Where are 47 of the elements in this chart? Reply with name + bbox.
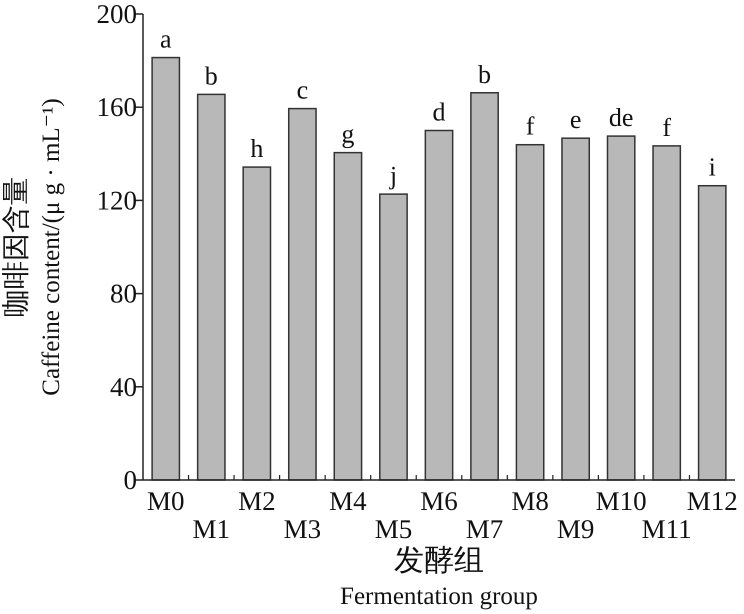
bar	[470, 92, 499, 481]
annotation: d	[432, 98, 446, 126]
annotation: h	[250, 134, 264, 164]
x-axis-title: 发酵组 Fermentation group	[340, 544, 538, 610]
annotation: f	[526, 112, 535, 141]
x-tick-label: M9	[556, 514, 594, 544]
x-tick-label: M1	[192, 514, 230, 544]
x-tick-label: M4	[329, 486, 368, 516]
x-tick-label: M2	[238, 486, 276, 516]
annotation: a	[160, 24, 172, 54]
y-tick-label: 40	[110, 372, 137, 402]
x-tick-label: M8	[511, 486, 549, 516]
bar	[379, 193, 408, 481]
y-tick-label: 200	[96, 0, 137, 29]
x-tick-label: M3	[284, 514, 322, 544]
annotation: c	[296, 76, 308, 105]
bar	[698, 184, 727, 481]
y-tick-label: 160	[96, 92, 137, 122]
y-tick-label: 80	[110, 278, 137, 309]
x-tick-label: M0	[147, 486, 185, 516]
y-tick-label: 120	[96, 185, 137, 216]
bar	[561, 137, 590, 481]
x-tick-label: M6	[420, 486, 458, 516]
annotation: e	[570, 105, 582, 134]
bar	[288, 108, 317, 481]
bar	[196, 94, 226, 481]
annotation: g	[341, 120, 354, 149]
bar	[424, 130, 454, 481]
annotation: j	[388, 161, 398, 190]
x-tick-label: M7	[466, 514, 504, 544]
x-tick-label: M5	[374, 514, 412, 544]
bar	[652, 145, 682, 481]
annotation: f	[662, 112, 672, 142]
x-tick-label: M11	[642, 514, 692, 544]
y-axis-title: 咖啡因含量 Caffeine content/(μ g · mL⁻¹)	[1, 98, 65, 396]
y-tick-label: 0	[124, 465, 137, 495]
bar	[242, 166, 272, 481]
bar	[334, 152, 362, 481]
annotation: i	[708, 152, 716, 182]
bar	[151, 56, 180, 481]
x-tick-label: M10	[596, 486, 647, 516]
bar	[516, 144, 544, 481]
bar	[606, 135, 636, 481]
annotation: de	[608, 103, 634, 132]
x-tick-label: M12	[686, 486, 738, 516]
annotation: b	[204, 61, 218, 90]
annotation: b	[478, 60, 492, 89]
